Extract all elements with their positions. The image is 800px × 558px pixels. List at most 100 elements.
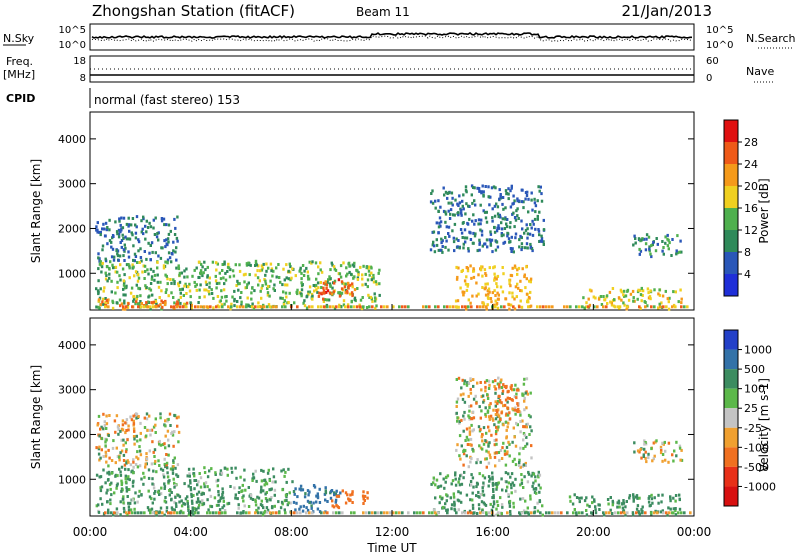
power-cell <box>223 262 226 266</box>
power-cell <box>224 271 227 275</box>
velocity-colorbar-swatch <box>724 486 738 506</box>
velocity-cell <box>151 440 154 444</box>
power-cell <box>467 249 470 253</box>
power-cell <box>447 201 450 205</box>
power-cell <box>145 286 148 289</box>
power-cell <box>664 289 667 293</box>
power-cell <box>474 219 477 223</box>
power-cell <box>115 249 118 253</box>
power-cell <box>149 288 153 292</box>
power-cell <box>623 303 626 307</box>
velocity-cell <box>667 460 670 464</box>
power-cell <box>103 286 106 290</box>
power-cell <box>503 227 507 230</box>
velocity-cell <box>266 510 269 514</box>
power-ground-cell <box>581 305 584 309</box>
velocity-cell <box>111 446 115 450</box>
velocity-cell <box>523 408 526 412</box>
velocity-cell <box>104 440 107 444</box>
velocity-cell <box>351 490 354 494</box>
power-cell <box>128 266 131 270</box>
power-cell <box>179 291 182 295</box>
power-cell <box>490 186 494 190</box>
power-cell <box>138 302 141 306</box>
power-cell <box>111 306 115 310</box>
power-cell <box>110 245 113 249</box>
power-cell <box>467 298 470 302</box>
velocity-cell <box>506 485 509 489</box>
power-ground-cell <box>236 305 239 309</box>
power-cell <box>496 291 499 295</box>
power-cell <box>145 230 148 234</box>
power-cell <box>461 204 464 208</box>
power-cell <box>106 242 109 246</box>
velocity-cell <box>475 461 478 465</box>
power-cell <box>325 286 328 290</box>
velocity-cell <box>168 493 171 497</box>
velocity-cell <box>166 419 169 423</box>
power-cell <box>172 240 175 244</box>
velocity-cell <box>481 439 484 443</box>
velocity-cell <box>488 441 491 445</box>
velocity-cell <box>113 491 116 495</box>
velocity-cell <box>137 457 140 461</box>
power-cell <box>526 246 529 250</box>
velocity-cell <box>243 504 246 508</box>
velocity-cell <box>124 480 128 484</box>
velocity-cell <box>644 450 647 454</box>
velocity-cell <box>219 496 222 500</box>
velocity-cell <box>303 495 307 499</box>
power-cell <box>312 284 315 287</box>
velocity-cell <box>216 484 219 488</box>
velocity-cell <box>618 505 621 509</box>
velocity-cell <box>640 456 643 460</box>
power-cell <box>431 201 435 205</box>
velocity-cell <box>523 475 526 479</box>
velocity-cell <box>199 476 203 480</box>
power-cell <box>173 233 177 236</box>
power-cell <box>125 222 129 226</box>
velocity-cell <box>457 480 460 484</box>
power-cell <box>504 189 508 193</box>
velocity-ground-cell <box>671 511 674 515</box>
velocity-cell <box>238 486 241 490</box>
velocity-cell <box>299 484 303 488</box>
power-ground-cell <box>326 305 329 309</box>
velocity-ground-cell <box>530 511 533 515</box>
power-cell <box>637 237 641 241</box>
velocity-cell <box>192 472 196 476</box>
velocity-cell <box>523 399 526 403</box>
power-cell <box>487 297 490 300</box>
power-cell <box>133 259 136 263</box>
velocity-cell <box>628 496 631 500</box>
freq-label: Freq. <box>6 55 33 68</box>
power-cell <box>473 222 476 226</box>
velocity-cell <box>455 378 458 381</box>
velocity-cell <box>479 460 482 464</box>
velocity-cell <box>493 443 496 447</box>
velocity-cell <box>106 478 110 482</box>
velocity-cell <box>513 435 516 439</box>
velocity-cell <box>442 477 445 481</box>
velocity-cell <box>539 486 542 490</box>
velocity-cell <box>616 505 619 509</box>
power-cell <box>332 265 336 269</box>
velocity-cell <box>478 444 481 448</box>
power-cell <box>516 199 519 203</box>
power-cell <box>477 187 481 190</box>
velocity-cell <box>488 383 491 387</box>
velocity-cell <box>526 480 530 484</box>
velocity-cell <box>518 458 521 462</box>
power-cell <box>301 283 304 286</box>
velocity-cell <box>135 455 138 459</box>
power-cell <box>222 276 225 280</box>
velocity-cell <box>126 438 129 442</box>
power-cell <box>153 278 156 282</box>
power-cell <box>463 290 466 294</box>
power-ground-cell <box>644 305 647 309</box>
power-cell <box>493 265 496 269</box>
power-cell <box>348 264 352 268</box>
velocity-cell <box>516 423 519 427</box>
velocity-ground-cell <box>272 511 275 515</box>
velocity-colorbar-tick-label: 1000 <box>744 344 772 357</box>
